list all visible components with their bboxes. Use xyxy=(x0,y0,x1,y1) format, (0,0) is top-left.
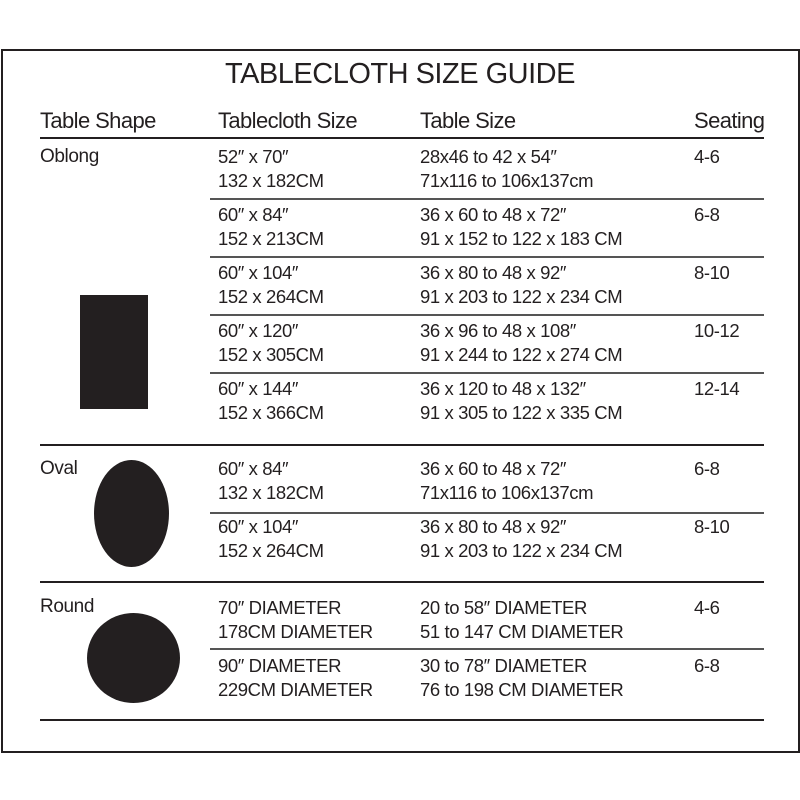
seating: 8-10 xyxy=(694,516,730,537)
seating: 6-8 xyxy=(694,458,720,479)
header-table-shape: Table Shape xyxy=(40,108,156,133)
tablecloth-size-metric: 229CM DIAMETER xyxy=(218,679,373,700)
tablecloth-size-imperial: 70″ DIAMETER xyxy=(218,597,342,618)
header-table-size: Table Size xyxy=(420,108,516,133)
ellipse-icon xyxy=(94,460,169,567)
group-divider xyxy=(40,719,764,721)
tablecloth-size-imperial: 60″ x 104″ xyxy=(218,262,299,283)
group-divider xyxy=(40,444,764,446)
tablecloth-size-metric: 132 x 182CM xyxy=(218,170,324,191)
header-divider xyxy=(40,137,764,139)
table-size-imperial: 36 x 80 to 48 x 92″ xyxy=(420,516,567,537)
table-size-metric: 51 to 147 CM DIAMETER xyxy=(420,621,624,642)
table-size-imperial: 36 x 60 to 48 x 72″ xyxy=(420,204,567,225)
group-divider xyxy=(40,581,764,583)
table-size-imperial: 36 x 96 to 48 x 108″ xyxy=(420,320,576,341)
guide-frame xyxy=(1,49,800,753)
seating: 6-8 xyxy=(694,655,720,676)
row-divider xyxy=(210,372,764,374)
tablecloth-size-metric: 152 x 213CM xyxy=(218,228,324,249)
table-size-metric: 76 to 198 CM DIAMETER xyxy=(420,679,624,700)
row-divider xyxy=(210,256,764,258)
row-divider xyxy=(210,198,764,200)
circle-icon xyxy=(87,613,180,703)
row-divider xyxy=(210,648,764,650)
tablecloth-size-imperial: 60″ x 84″ xyxy=(218,204,289,225)
tablecloth-size-imperial: 60″ x 104″ xyxy=(218,516,299,537)
tablecloth-size-imperial: 90″ DIAMETER xyxy=(218,655,342,676)
seating: 12-14 xyxy=(694,378,740,399)
tablecloth-size-metric: 152 x 366CM xyxy=(218,402,324,423)
tablecloth-size-metric: 152 x 264CM xyxy=(218,540,324,561)
row-divider xyxy=(210,314,764,316)
tablecloth-size-imperial: 60″ x 120″ xyxy=(218,320,299,341)
table-size-metric: 91 x 244 to 122 x 274 CM xyxy=(420,344,623,365)
tablecloth-size-imperial: 60″ x 84″ xyxy=(218,458,289,479)
tablecloth-size-imperial: 60″ x 144″ xyxy=(218,378,299,399)
table-size-imperial: 28x46 to 42 x 54″ xyxy=(420,146,557,167)
table-size-imperial: 36 x 120 to 48 x 132″ xyxy=(420,378,586,399)
seating: 6-8 xyxy=(694,204,720,225)
seating: 4-6 xyxy=(694,597,720,618)
shape-label-oval: Oval xyxy=(40,458,78,479)
table-size-metric: 71x116 to 106x137cm xyxy=(420,482,594,503)
table-size-imperial: 36 x 60 to 48 x 72″ xyxy=(420,458,567,479)
seating: 8-10 xyxy=(694,262,730,283)
header-seating: Seating xyxy=(694,108,765,133)
rectangle-icon xyxy=(80,295,148,409)
header-tablecloth-size: Tablecloth Size xyxy=(218,108,358,133)
row-divider xyxy=(210,512,764,514)
page-title: TABLECLOTH SIZE GUIDE xyxy=(225,58,575,90)
table-size-metric: 91 x 203 to 122 x 234 CM xyxy=(420,540,623,561)
table-size-imperial: 20 to 58″ DIAMETER xyxy=(420,597,587,618)
tablecloth-size-metric: 152 x 305CM xyxy=(218,344,324,365)
tablecloth-size-metric: 132 x 182CM xyxy=(218,482,324,503)
tablecloth-size-metric: 152 x 264CM xyxy=(218,286,324,307)
seating: 10-12 xyxy=(694,320,740,341)
table-size-imperial: 30 to 78″ DIAMETER xyxy=(420,655,587,676)
tablecloth-size-metric: 178CM DIAMETER xyxy=(218,621,373,642)
table-size-metric: 91 x 152 to 122 x 183 CM xyxy=(420,228,623,249)
table-size-metric: 91 x 203 to 122 x 234 CM xyxy=(420,286,623,307)
table-size-imperial: 36 x 80 to 48 x 92″ xyxy=(420,262,567,283)
tablecloth-size-imperial: 52″ x 70″ xyxy=(218,146,289,167)
shape-label-round: Round xyxy=(40,596,94,617)
seating: 4-6 xyxy=(694,146,720,167)
table-size-metric: 71x116 to 106x137cm xyxy=(420,170,594,191)
shape-label-oblong: Oblong xyxy=(40,146,99,167)
table-size-metric: 91 x 305 to 122 x 335 CM xyxy=(420,402,623,423)
